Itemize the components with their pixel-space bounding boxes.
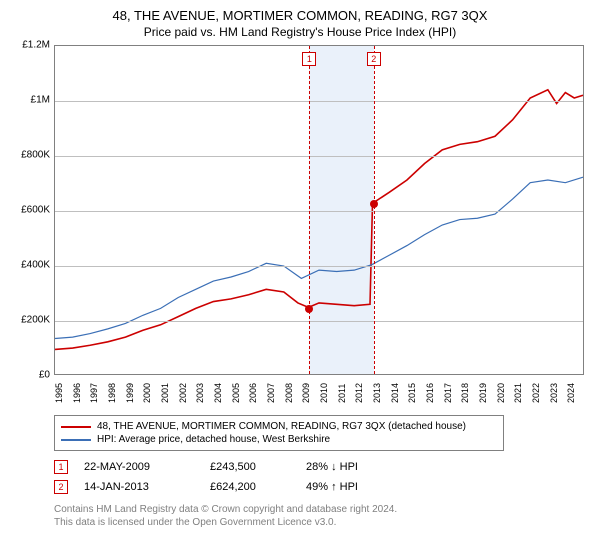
sale-marker <box>305 305 313 313</box>
sales-price: £243,500 <box>210 461 290 473</box>
sales-row: 2 14-JAN-2013 £624,200 49% ↑ HPI <box>54 477 588 497</box>
y-tick-label: £1M <box>31 95 50 106</box>
x-tick-label: 2024 <box>566 383 576 403</box>
y-tick-label: £800K <box>21 150 50 161</box>
x-tick-label: 2001 <box>160 383 170 403</box>
sale-line <box>309 46 310 374</box>
gridline <box>55 101 583 102</box>
x-tick-label: 2023 <box>549 383 559 403</box>
x-tick-label: 1999 <box>125 383 135 403</box>
x-tick-label: 2006 <box>248 383 258 403</box>
sales-delta: 28% ↓ HPI <box>306 461 396 473</box>
x-tick-label: 2003 <box>195 383 205 403</box>
x-tick-label: 2015 <box>407 383 417 403</box>
x-tick-label: 2017 <box>443 383 453 403</box>
x-tick-label: 1997 <box>89 383 99 403</box>
x-tick-label: 2018 <box>460 383 470 403</box>
footer-line: Contains HM Land Registry data © Crown c… <box>54 503 588 516</box>
title-area: 48, THE AVENUE, MORTIMER COMMON, READING… <box>12 8 588 39</box>
x-tick-label: 2021 <box>513 383 523 403</box>
x-tick-label: 2019 <box>478 383 488 403</box>
legend-row: 48, THE AVENUE, MORTIMER COMMON, READING… <box>61 420 497 433</box>
chart-subtitle: Price paid vs. HM Land Registry's House … <box>12 25 588 39</box>
legend: 48, THE AVENUE, MORTIMER COMMON, READING… <box>54 415 504 451</box>
plot-area: 12 <box>54 45 584 375</box>
legend-row: HPI: Average price, detached house, West… <box>61 433 497 446</box>
legend-label: 48, THE AVENUE, MORTIMER COMMON, READING… <box>97 421 466 432</box>
x-tick-label: 1998 <box>107 383 117 403</box>
gridline <box>55 266 583 267</box>
x-tick-label: 2010 <box>319 383 329 403</box>
chart-container: £0£200K£400K£600K£800K£1M£1.2M 12 199519… <box>12 45 588 405</box>
y-tick-label: £1.2M <box>22 40 50 51</box>
y-tick-label: £400K <box>21 260 50 271</box>
gridline <box>55 321 583 322</box>
sales-delta: 49% ↑ HPI <box>306 481 396 493</box>
x-tick-label: 2020 <box>496 383 506 403</box>
sales-date: 22-MAY-2009 <box>84 461 194 473</box>
x-tick-label: 2014 <box>390 383 400 403</box>
x-tick-label: 2002 <box>178 383 188 403</box>
x-tick-label: 2013 <box>372 383 382 403</box>
x-tick-label: 1996 <box>72 383 82 403</box>
x-tick-label: 2012 <box>354 383 364 403</box>
series-hpi <box>55 177 583 338</box>
chart-svg <box>55 46 583 374</box>
series-property_price <box>55 90 583 350</box>
x-tick-label: 2009 <box>301 383 311 403</box>
y-axis: £0£200K£400K£600K£800K£1M£1.2M <box>12 45 54 375</box>
sales-date: 14-JAN-2013 <box>84 481 194 493</box>
x-tick-label: 2007 <box>266 383 276 403</box>
gridline <box>55 156 583 157</box>
legend-swatch <box>61 439 91 441</box>
footer-line: This data is licensed under the Open Gov… <box>54 516 588 529</box>
sale-marker <box>370 200 378 208</box>
x-axis: 1995 1996 1997 1998 1999 2000 2001 2002 2003 2004… <box>54 375 584 405</box>
chart-title: 48, THE AVENUE, MORTIMER COMMON, READING… <box>12 8 588 23</box>
sales-badge: 2 <box>54 480 68 494</box>
sale-line <box>374 46 375 374</box>
x-tick-label: 2004 <box>213 383 223 403</box>
x-tick-label: 2011 <box>337 384 347 403</box>
x-tick-label: 2005 <box>231 383 241 403</box>
gridline <box>55 211 583 212</box>
legend-swatch <box>61 426 91 428</box>
y-tick-label: £0 <box>39 370 50 381</box>
legend-label: HPI: Average price, detached house, West… <box>97 434 330 445</box>
sales-badge: 1 <box>54 460 68 474</box>
x-tick-label: 2022 <box>531 383 541 403</box>
x-tick-label: 2016 <box>425 383 435 403</box>
footer: Contains HM Land Registry data © Crown c… <box>54 503 588 529</box>
x-tick-label: 2000 <box>142 383 152 403</box>
sales-table: 1 22-MAY-2009 £243,500 28% ↓ HPI 2 14-JAN-201… <box>54 457 588 497</box>
y-tick-label: £600K <box>21 205 50 216</box>
sale-badge: 1 <box>302 52 316 66</box>
x-tick-label: 2008 <box>284 383 294 403</box>
sale-badge: 2 <box>367 52 381 66</box>
x-tick-label: 1995 <box>54 383 64 403</box>
sales-price: £624,200 <box>210 481 290 493</box>
sales-row: 1 22-MAY-2009 £243,500 28% ↓ HPI <box>54 457 588 477</box>
y-tick-label: £200K <box>21 315 50 326</box>
